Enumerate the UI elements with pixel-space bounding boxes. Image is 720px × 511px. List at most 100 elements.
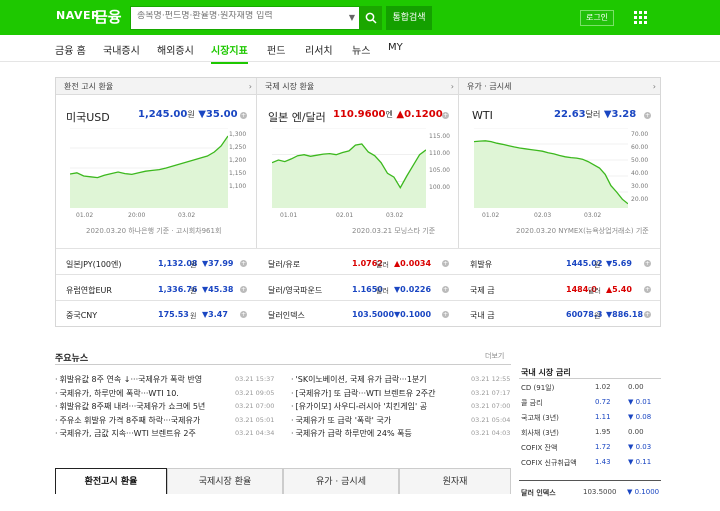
row-item-name[interactable]: 달러/영국파운드 xyxy=(268,286,323,295)
news-item[interactable]: 국제유가, 금값 지속···WTI 브렌트유 2주 xyxy=(55,428,196,439)
nav-domestic[interactable]: 국내증시 xyxy=(103,46,140,57)
market-index-panel: 환전 고시 환율 › 국제 시장 환율 › 유가 · 금시세 › 미국USD 1,24… xyxy=(55,77,661,327)
row-item-unit: 달러 xyxy=(588,287,601,295)
service-menu-icon[interactable] xyxy=(634,11,648,25)
add-icon[interactable]: + xyxy=(442,112,449,119)
international-xtick: 03.02 xyxy=(386,212,404,219)
oil-gold-header[interactable]: 유가 · 금시세 › xyxy=(459,78,660,95)
login-button[interactable]: 로그인 xyxy=(580,10,614,26)
news-item[interactable]: [유가이모] 사우디-러시아 '치킨게임' 공 xyxy=(291,401,428,412)
exchange-header[interactable]: 환전 고시 환율 › xyxy=(56,78,256,95)
row-item-name[interactable]: 달러/유로 xyxy=(268,260,301,269)
row-item-unit: 달러 xyxy=(376,287,389,295)
oil-xtick: 02.03 xyxy=(534,212,552,219)
row-item-value: 1,132.08 xyxy=(158,259,198,268)
news-item[interactable]: 주유소 휘발유 가격 8주째 하락···국제유가 xyxy=(55,415,201,426)
row-item-name[interactable]: 유럽연합EUR xyxy=(66,286,112,295)
row-item-name[interactable]: 달러인덱스 xyxy=(268,311,305,320)
news-item[interactable]: 국제유가 또 급락 '폭락' 국가 xyxy=(291,415,392,426)
nav-research[interactable]: 리서치 xyxy=(305,46,333,57)
news-item[interactable]: 휘발유값 8주째 내려···국제유가 쇼크에 5년 xyxy=(55,401,206,412)
oil-chart[interactable] xyxy=(474,128,628,208)
news-item[interactable]: 'SK이노베이션, 국제 유가 급락···1분기 xyxy=(291,374,427,385)
international-chart[interactable] xyxy=(272,128,426,208)
add-icon[interactable]: + xyxy=(240,311,247,318)
rate-name[interactable]: COFIX 신규취급액 xyxy=(521,459,577,467)
row-item-value: 103.5000 xyxy=(352,310,395,319)
news-title: 주요뉴스 xyxy=(55,354,89,364)
exchange-source: 2020.03.20 하나은행 기준 · 고시회차961회 xyxy=(86,227,222,235)
add-icon[interactable]: + xyxy=(644,286,651,293)
add-icon[interactable]: + xyxy=(240,112,247,119)
nav-market-index[interactable]: 시장지표 xyxy=(211,42,248,64)
row-item-value: 60078.3 xyxy=(566,310,603,319)
row-item-change: ▼5.69 xyxy=(606,259,632,268)
news-item[interactable]: [국제유가] 또 급락···WTI 브렌트유 2주간 xyxy=(291,388,436,399)
international-header[interactable]: 국제 시장 환율 › xyxy=(257,78,458,95)
rate-name[interactable]: 콜 금리 xyxy=(521,399,543,407)
add-icon[interactable]: + xyxy=(240,286,247,293)
nav-fund[interactable]: 펀드 xyxy=(267,46,286,57)
news-date: 03.21 04:03 xyxy=(471,429,511,437)
news-more-link[interactable]: 더보기 xyxy=(485,352,505,360)
exchange-chart[interactable] xyxy=(70,128,228,208)
news-item[interactable]: 국제유가, 하루만에 폭락···WTI 10. xyxy=(55,388,179,399)
row-item-name[interactable]: 일본JPY(100엔) xyxy=(66,260,122,269)
international-name[interactable]: 일본 엔/달러 xyxy=(268,111,326,124)
tab-oil-gold[interactable]: 유가 · 금시세 xyxy=(283,468,399,494)
news-date: 03.21 15:37 xyxy=(235,375,275,383)
add-icon[interactable]: + xyxy=(442,311,449,318)
row-item-name[interactable]: 중국CNY xyxy=(66,311,98,320)
nav-overseas[interactable]: 해외증시 xyxy=(157,46,194,57)
nav-my[interactable]: MY xyxy=(388,42,403,53)
search-button[interactable] xyxy=(360,6,382,30)
rate-name[interactable]: COFIX 잔액 xyxy=(521,444,558,452)
row-item-change: ▲0.0034 xyxy=(394,259,432,268)
add-icon[interactable]: + xyxy=(442,286,449,293)
chevron-down-icon[interactable]: ▼ xyxy=(348,13,355,22)
news-item[interactable]: 휘발유값 8주 연속 ↓···국제유가 폭락 반영 xyxy=(55,374,203,385)
add-icon[interactable]: + xyxy=(644,311,651,318)
add-icon[interactable]: + xyxy=(644,260,651,267)
dollar-index-name[interactable]: 달러 인덱스 xyxy=(521,489,556,497)
row-item-value: 1.1650 xyxy=(352,285,383,294)
news-date: 03.21 09:05 xyxy=(235,388,275,397)
add-icon[interactable]: + xyxy=(442,260,449,267)
rate-name[interactable]: CD (91일) xyxy=(521,384,555,392)
tab-raw-materials[interactable]: 원자재 xyxy=(399,468,511,494)
row-item-name[interactable]: 국내 금 xyxy=(470,311,495,320)
rate-name[interactable]: 국고채 (3년) xyxy=(521,414,559,422)
oil-name[interactable]: WTI xyxy=(472,109,493,122)
row-item-change: ▼37.99 xyxy=(202,259,234,268)
chart-area xyxy=(272,144,426,208)
search-box[interactable]: ▼ xyxy=(130,6,360,30)
add-icon[interactable]: + xyxy=(644,112,651,119)
row-item-name[interactable]: 국제 금 xyxy=(470,286,495,295)
news-date: 03.21 07:00 xyxy=(471,402,511,410)
add-icon[interactable]: + xyxy=(240,260,247,267)
rate-change: 0.00 xyxy=(628,383,644,391)
row-item-value: 1445.02 xyxy=(566,259,603,268)
row-item-value: 1,336.76 xyxy=(158,285,198,294)
search-input[interactable] xyxy=(137,11,337,21)
nav-news[interactable]: 뉴스 xyxy=(352,46,371,57)
finance-logo[interactable]: 금융 xyxy=(94,8,122,26)
row-item-change: ▼45.38 xyxy=(202,285,234,294)
exchange-name[interactable]: 미국USD xyxy=(66,111,110,124)
rate-value: 0.72 xyxy=(595,398,611,406)
naver-logo[interactable]: NAVER xyxy=(56,9,100,22)
total-search-button[interactable]: 통합검색 xyxy=(386,6,432,30)
tab-international[interactable]: 국제시장 환율 xyxy=(167,468,283,494)
row-item-name[interactable]: 휘발유 xyxy=(470,260,493,269)
tab-exchange[interactable]: 환전고시 환율 xyxy=(55,468,167,494)
rate-name[interactable]: 회사채 (3년) xyxy=(521,429,559,437)
news-item[interactable]: 국제유가 급락 하루만에 24% 폭등 xyxy=(291,428,412,439)
row-item-change: ▼0.0226 xyxy=(394,285,432,294)
news-date: 03.21 07:17 xyxy=(471,388,511,397)
news-date: 03.21 05:01 xyxy=(235,415,275,424)
nav-finance-home[interactable]: 금융 홈 xyxy=(55,46,86,57)
rate-change: ▼ 0.11 xyxy=(628,458,652,466)
rate-change: 0.00 xyxy=(628,428,644,436)
international-value: 110.9600엔 ▲0.1200 xyxy=(333,109,443,120)
chevron-right-icon: › xyxy=(450,82,454,91)
